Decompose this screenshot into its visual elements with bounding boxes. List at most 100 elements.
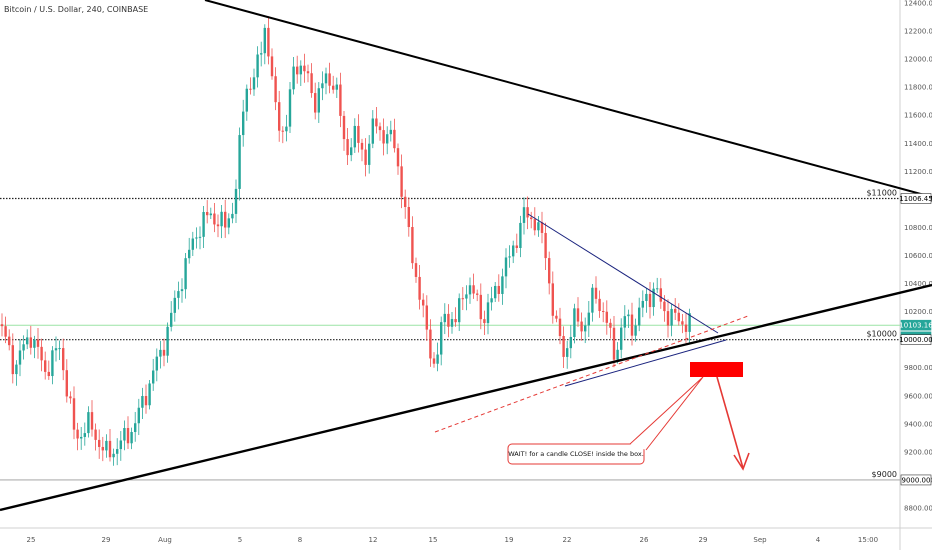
x-tick-label: 26	[640, 536, 649, 544]
price-badge-bg	[900, 474, 932, 486]
candle-body	[47, 371, 50, 377]
candle-body	[76, 429, 79, 439]
candle-body	[126, 428, 130, 444]
x-tick-label: Aug	[158, 536, 172, 544]
candle-body	[4, 326, 7, 337]
candle-body	[72, 398, 76, 430]
candle-body	[260, 53, 263, 55]
candle-body	[659, 288, 662, 302]
candle-body	[375, 118, 378, 127]
candle-body	[245, 88, 248, 112]
candle-body	[303, 65, 306, 72]
candle-body	[627, 314, 630, 317]
candle-body	[80, 436, 83, 439]
candles-group	[0, 16, 691, 466]
candle-body	[44, 360, 47, 372]
price-badge-label: 10103.16	[899, 322, 932, 330]
candle-body	[152, 370, 155, 384]
candle-body	[198, 236, 202, 238]
candle-body	[321, 83, 324, 89]
candle-body	[15, 364, 18, 375]
candle-body	[472, 285, 475, 294]
candle-body	[346, 139, 349, 156]
candle-body	[36, 339, 40, 347]
candle-body	[674, 308, 677, 313]
candle-body	[422, 299, 425, 306]
candle-body	[123, 428, 126, 441]
candle-body	[119, 440, 122, 450]
candle-body	[350, 147, 353, 156]
price-badge: 10000.00	[899, 334, 932, 345]
candle-body	[681, 321, 684, 325]
candle-body	[137, 407, 140, 424]
level-label: $10000	[866, 330, 897, 339]
candle-body	[414, 263, 418, 277]
x-tick-label: 29	[699, 536, 708, 544]
candle-body	[58, 348, 61, 350]
candle-body	[447, 313, 450, 327]
candle-body	[468, 285, 472, 295]
candle-body	[573, 308, 576, 337]
candle-body	[540, 222, 544, 233]
candle-body	[400, 166, 403, 197]
candle-body	[407, 207, 410, 228]
candle-body	[450, 319, 454, 327]
y-tick-label: 10200.00	[904, 308, 932, 316]
candle-body	[177, 291, 180, 298]
candle-body	[508, 256, 511, 258]
candle-body	[69, 396, 72, 399]
candle-body	[62, 348, 65, 371]
candle-body	[630, 314, 634, 336]
candle-body	[342, 115, 346, 140]
chart-title: Bitcoin / U.S. Dollar, 240, COINBASE	[4, 5, 149, 14]
candle-body	[29, 337, 32, 348]
candle-body	[580, 321, 583, 332]
y-tick-label: 12400.00	[904, 0, 932, 8]
candle-body	[238, 135, 241, 189]
descending-trendline	[204, 0, 932, 198]
candle-body	[360, 142, 364, 150]
candle-body	[616, 349, 619, 360]
candle-body	[479, 294, 482, 320]
candle-body	[116, 449, 119, 454]
y-tick-label: 9600.00	[904, 392, 932, 400]
candle-body	[166, 326, 169, 356]
candle-body	[368, 143, 371, 165]
candle-body	[605, 311, 608, 323]
candle-body	[180, 289, 184, 292]
candle-body	[83, 433, 86, 437]
candle-body	[454, 319, 457, 323]
candle-body	[623, 316, 626, 328]
x-tick-label: 5	[238, 536, 242, 544]
arrow-shaft	[716, 376, 744, 469]
candle-body	[688, 313, 691, 332]
candle-body	[98, 439, 101, 447]
callout-pointer	[629, 376, 704, 451]
candle-body	[353, 125, 356, 148]
candle-body	[155, 356, 158, 371]
candle-body	[270, 56, 274, 77]
candle-body	[566, 348, 569, 357]
candle-body	[224, 211, 227, 228]
candle-body	[328, 73, 331, 86]
candle-body	[220, 211, 223, 227]
ascending-trendline	[0, 283, 932, 512]
price-badge: 9000.00	[900, 474, 932, 486]
candle-body	[612, 327, 616, 360]
candle-body	[634, 325, 637, 336]
price-badge: 10103.16	[899, 319, 932, 331]
candle-body	[26, 337, 29, 345]
candle-body	[209, 213, 212, 216]
candle-body	[497, 285, 500, 294]
candle-body	[134, 423, 137, 432]
candle-body	[486, 302, 490, 324]
candle-body	[620, 327, 623, 350]
candle-body	[299, 65, 302, 75]
price-badge-bg	[900, 193, 932, 204]
candle-body	[411, 227, 414, 264]
candle-body	[648, 293, 652, 308]
candle-body	[184, 258, 187, 290]
price-badge-bg	[900, 334, 932, 345]
candle-body	[670, 308, 673, 326]
